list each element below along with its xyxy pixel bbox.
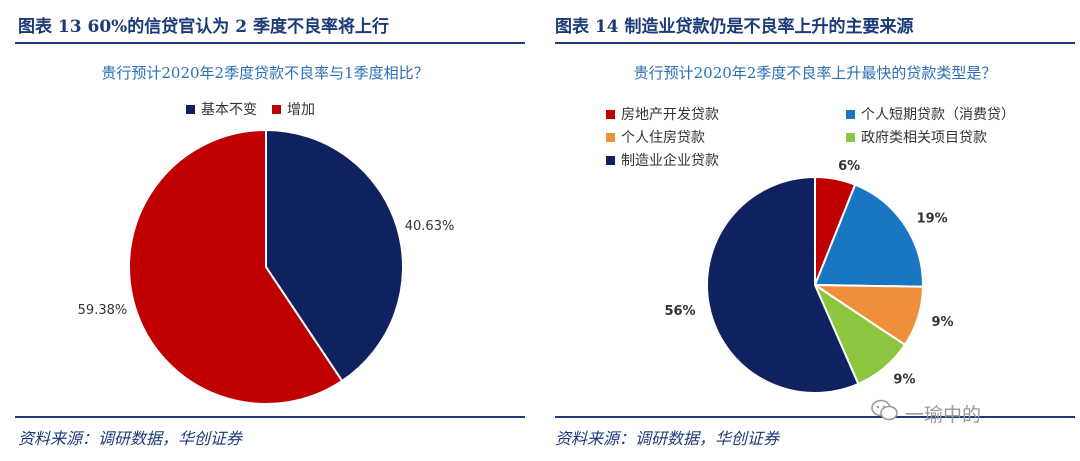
legend-swatch: [272, 105, 281, 114]
legend-label: 基本不变: [201, 101, 257, 118]
legend-swatch: [606, 156, 615, 165]
title-divider: [15, 42, 525, 44]
legend-label: 个人住房贷款: [621, 130, 705, 146]
legend-label: 制造业企业贷款: [621, 152, 719, 169]
legend-label: 个人短期贷款（消费贷）: [861, 107, 1015, 123]
legend-swatch: [186, 105, 195, 114]
legend-swatch: [846, 110, 855, 119]
title-divider: [555, 42, 1075, 44]
legend-swatch: [606, 133, 615, 142]
legend-label: 政府类相关项目贷款: [861, 130, 987, 146]
wechat-icon: [871, 399, 898, 421]
slice-data-label: 19%: [917, 211, 948, 226]
pie-slice: [706, 175, 860, 394]
source-note: 资料来源：调研数据，华创证券: [18, 429, 243, 448]
slice-data-label: 9%: [893, 372, 915, 387]
slice-data-label: 40.63%: [405, 219, 455, 234]
figure-title: 图表 14 制造业贷款仍是不良率上升的主要来源: [555, 17, 914, 37]
right-figure-panel: 图表 14 制造业贷款仍是不良率上升的主要来源 贵行预计2020年2季度不良率上…: [550, 0, 1080, 461]
slice-data-label: 9%: [931, 315, 953, 330]
legend-swatch: [846, 133, 855, 142]
watermark: 一瑜中的: [905, 404, 982, 426]
pie-chart: 6% 19% 9% 9% 56% 房地产开发贷款 个人短期贷款（消费贷） 个人住房贷款 政府类相…: [606, 107, 1015, 394]
figure-title: 图表 13 60%的信贷官认为 2 季度不良率将上行: [18, 17, 389, 37]
slice-data-label: 56%: [664, 304, 695, 319]
left-figure-panel: 图表 13 60%的信贷官认为 2 季度不良率将上行 贵行预计2020年2季度贷…: [0, 0, 530, 461]
chart-subtitle: 贵行预计2020年2季度贷款不良率与1季度相比？: [101, 64, 429, 82]
source-note: 资料来源：调研数据，华创证券: [555, 429, 780, 448]
legend-swatch: [606, 110, 615, 119]
chart-subtitle: 贵行预计2020年2季度不良率上升最快的贷款类型是？: [633, 64, 997, 82]
source-divider: [15, 416, 525, 418]
pie-slice: [813, 183, 924, 288]
legend-label: 房地产开发贷款: [621, 107, 719, 123]
slice-data-label: 6%: [838, 159, 860, 174]
legend-label: 增加: [287, 102, 315, 118]
pie-chart: 40.63% 59.38% 基本不变 增加: [78, 101, 455, 405]
source-divider: [555, 416, 1075, 418]
pie-slice: [128, 128, 344, 405]
slice-data-label: 59.38%: [78, 303, 128, 318]
